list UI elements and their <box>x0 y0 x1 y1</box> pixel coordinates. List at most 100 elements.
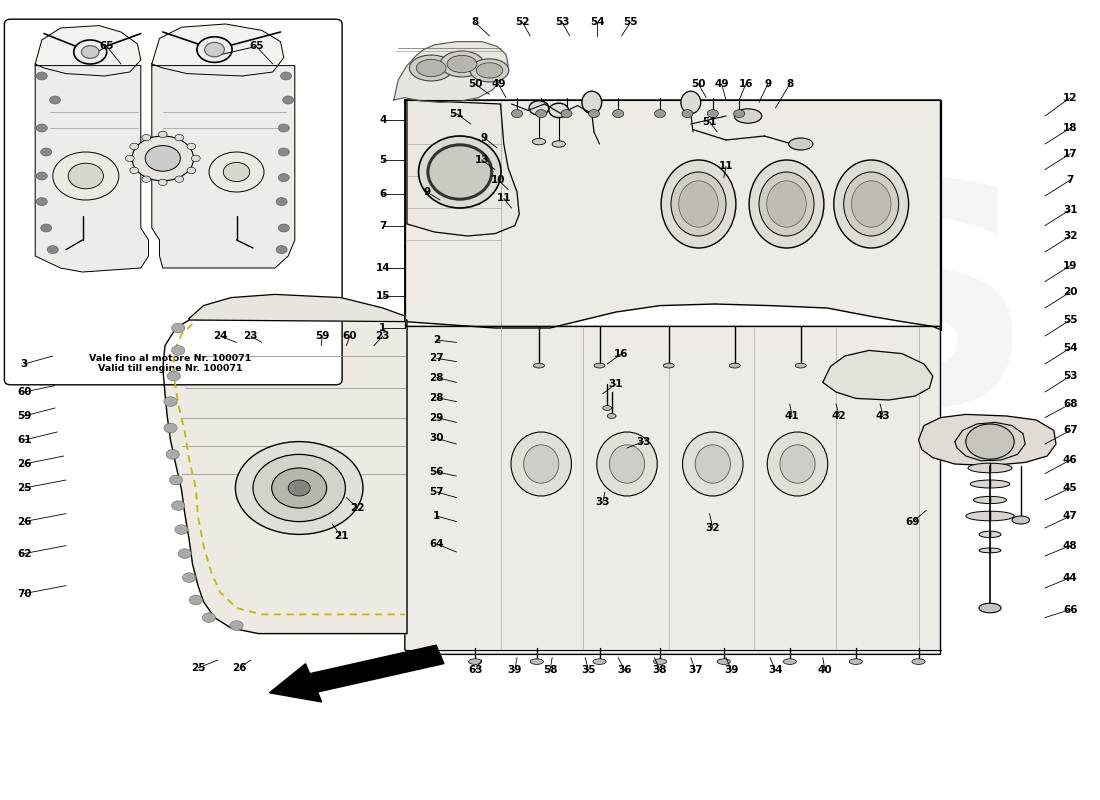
FancyBboxPatch shape <box>4 19 342 385</box>
Circle shape <box>197 37 232 62</box>
Ellipse shape <box>979 531 1001 538</box>
Text: 39: 39 <box>507 666 522 675</box>
Text: 61: 61 <box>16 435 32 445</box>
Circle shape <box>74 40 107 64</box>
Text: 33: 33 <box>595 498 610 507</box>
Text: 32: 32 <box>1063 231 1078 241</box>
Text: 27: 27 <box>429 354 444 363</box>
Circle shape <box>613 110 624 118</box>
Circle shape <box>283 96 294 104</box>
Ellipse shape <box>968 463 1012 473</box>
Text: 4: 4 <box>379 115 386 125</box>
Text: 23: 23 <box>375 331 390 341</box>
Text: passionparts: passionparts <box>497 311 867 521</box>
Ellipse shape <box>582 91 602 114</box>
Circle shape <box>588 110 600 118</box>
Circle shape <box>36 172 47 180</box>
Circle shape <box>172 323 185 333</box>
Text: 58: 58 <box>542 666 558 675</box>
Text: 7: 7 <box>379 221 386 230</box>
Text: 55: 55 <box>1063 315 1078 325</box>
Ellipse shape <box>552 141 565 147</box>
Circle shape <box>175 525 188 534</box>
Ellipse shape <box>510 432 572 496</box>
Text: 51: 51 <box>702 117 717 126</box>
Circle shape <box>169 475 183 485</box>
Ellipse shape <box>594 363 605 368</box>
Circle shape <box>202 613 216 622</box>
Text: 70: 70 <box>16 589 32 598</box>
Text: 59: 59 <box>315 331 330 341</box>
Text: 25: 25 <box>190 663 206 673</box>
Text: 8: 8 <box>786 79 793 89</box>
Text: 50: 50 <box>691 79 706 89</box>
Ellipse shape <box>681 91 701 114</box>
Ellipse shape <box>409 55 453 81</box>
Circle shape <box>191 155 200 162</box>
Text: 1: 1 <box>379 323 386 333</box>
Circle shape <box>145 146 180 171</box>
Ellipse shape <box>851 181 891 227</box>
Text: 40: 40 <box>817 666 833 675</box>
Text: 64: 64 <box>429 539 444 549</box>
Ellipse shape <box>532 138 546 145</box>
Text: 65: 65 <box>99 42 114 51</box>
Circle shape <box>172 501 185 510</box>
Text: 69: 69 <box>905 517 921 526</box>
Text: 53: 53 <box>1063 371 1078 381</box>
Circle shape <box>529 101 549 115</box>
Circle shape <box>172 346 185 355</box>
Circle shape <box>167 371 180 381</box>
Text: 59: 59 <box>16 411 32 421</box>
Text: 13: 13 <box>474 155 490 165</box>
Text: 54: 54 <box>590 18 605 27</box>
Polygon shape <box>152 24 284 76</box>
Circle shape <box>164 397 177 406</box>
Text: 55: 55 <box>623 18 638 27</box>
Ellipse shape <box>783 659 796 664</box>
Circle shape <box>288 480 310 496</box>
Ellipse shape <box>979 548 1001 553</box>
Ellipse shape <box>795 363 806 368</box>
Text: 25: 25 <box>16 483 32 493</box>
Ellipse shape <box>607 414 616 418</box>
Circle shape <box>166 450 179 459</box>
Text: 51: 51 <box>449 109 464 118</box>
Circle shape <box>187 167 196 174</box>
Text: 22: 22 <box>350 503 365 513</box>
Text: 21: 21 <box>333 531 349 541</box>
Ellipse shape <box>440 51 484 77</box>
Circle shape <box>50 96 60 104</box>
Text: 50: 50 <box>468 79 483 89</box>
Text: 34: 34 <box>768 666 783 675</box>
Text: 19: 19 <box>1063 261 1078 270</box>
FancyArrow shape <box>270 646 444 702</box>
Circle shape <box>47 246 58 254</box>
Text: 16: 16 <box>614 349 629 358</box>
Circle shape <box>36 198 47 206</box>
Ellipse shape <box>912 659 925 664</box>
Text: 28: 28 <box>429 393 444 402</box>
Polygon shape <box>405 100 940 330</box>
Circle shape <box>253 454 345 522</box>
Circle shape <box>36 124 47 132</box>
Text: 9: 9 <box>764 79 771 89</box>
Polygon shape <box>35 66 148 272</box>
Polygon shape <box>405 326 940 654</box>
Circle shape <box>223 162 250 182</box>
Text: 33: 33 <box>636 437 651 446</box>
Text: 26: 26 <box>16 517 32 526</box>
Text: 7: 7 <box>1067 175 1074 185</box>
Polygon shape <box>152 66 295 268</box>
Ellipse shape <box>653 659 667 664</box>
Text: 67: 67 <box>1063 426 1078 435</box>
Text: 5: 5 <box>379 155 386 165</box>
Circle shape <box>966 424 1014 459</box>
Text: 23: 23 <box>243 331 258 341</box>
Ellipse shape <box>469 659 482 664</box>
Ellipse shape <box>974 496 1006 504</box>
Ellipse shape <box>695 445 730 483</box>
Text: 29: 29 <box>429 413 444 422</box>
Ellipse shape <box>1012 516 1030 524</box>
Circle shape <box>276 198 287 206</box>
